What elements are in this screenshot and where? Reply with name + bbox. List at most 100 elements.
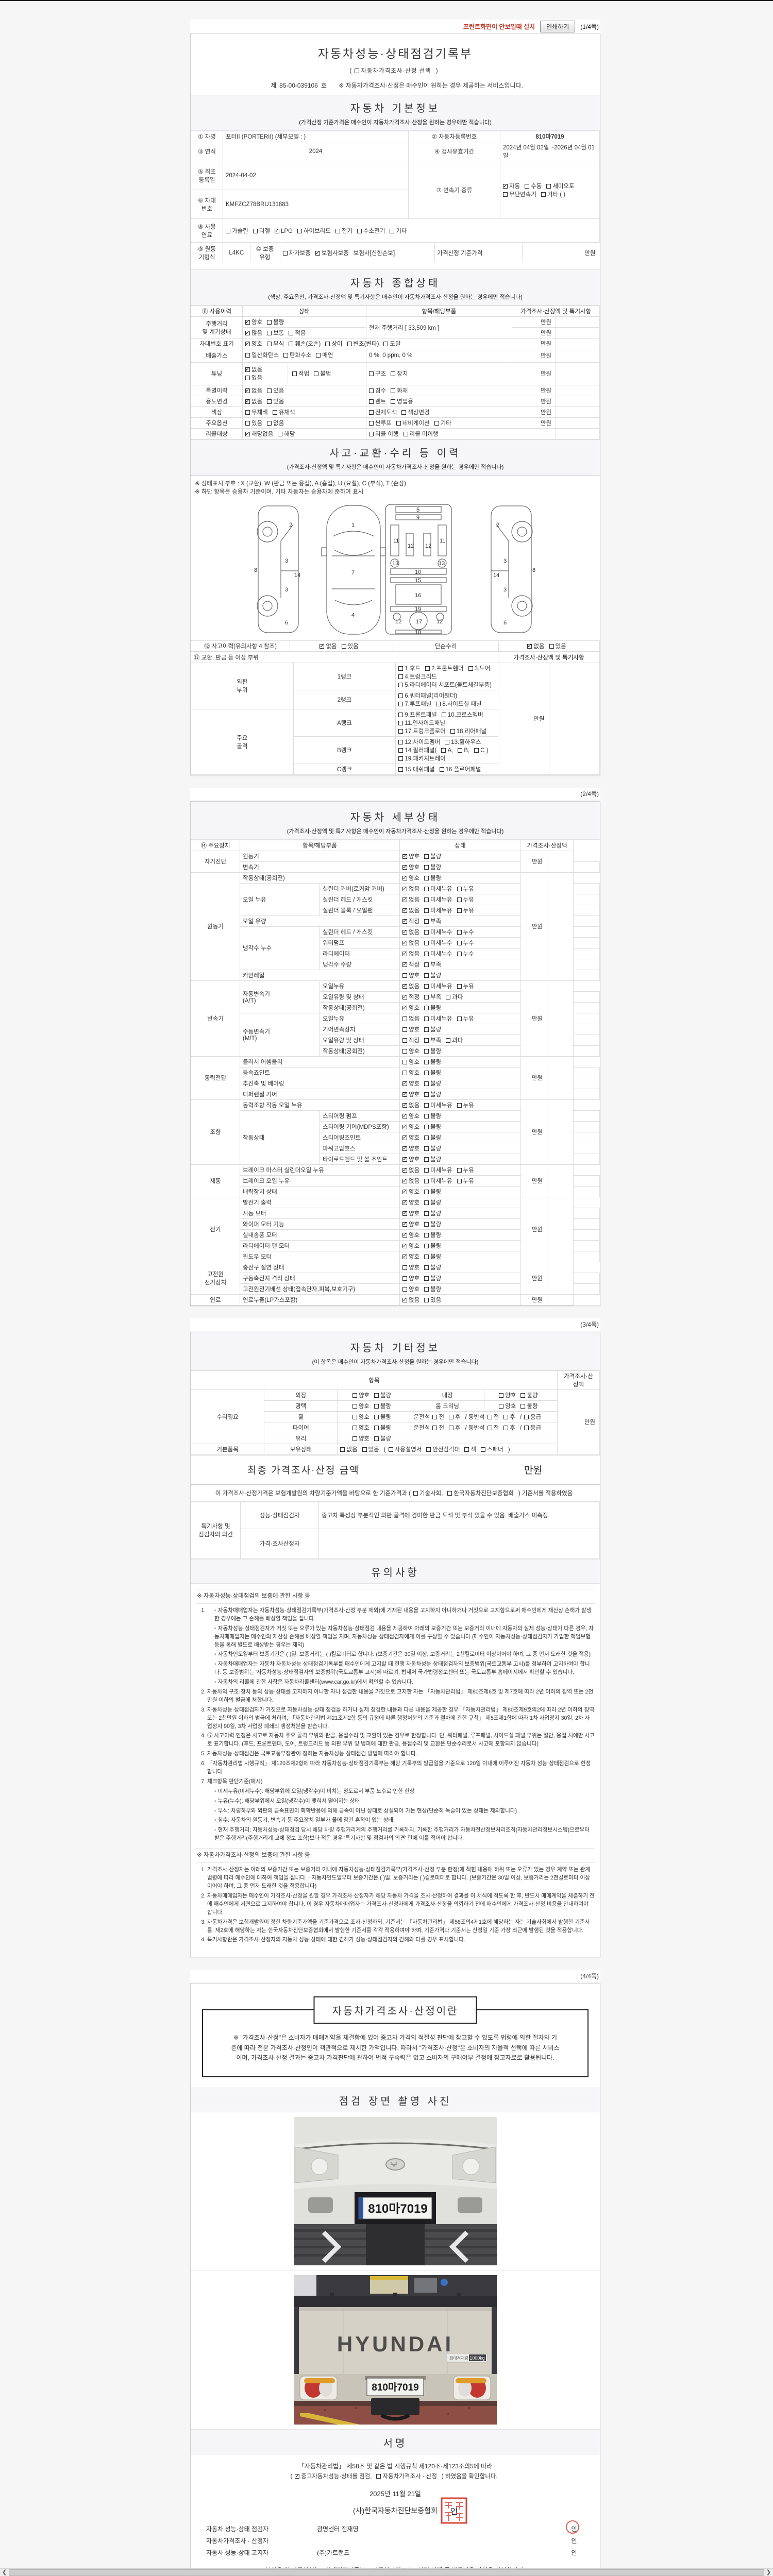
checkbox-checked-없음[interactable]: 없음	[245, 386, 262, 395]
checkbox-양호[interactable]: 양호	[402, 1263, 419, 1272]
checkbox-있음[interactable]: 있음	[341, 642, 359, 650]
checkbox-무채색[interactable]: 무채색	[245, 408, 268, 416]
checkbox-응급[interactable]: 응급	[524, 1413, 541, 1421]
checkbox-누수[interactable]: 누수	[457, 950, 474, 958]
checkbox-있음[interactable]: 있음	[267, 386, 284, 395]
checkbox-불량[interactable]: 불량	[424, 1155, 441, 1163]
checkbox-누수[interactable]: 누수	[457, 928, 474, 936]
checkbox-무단변속기[interactable]: 무단변속기	[503, 190, 536, 198]
checkbox-checked-자동[interactable]: 자동	[503, 182, 520, 190]
checkbox-리콜 이행[interactable]: 리콜 이행	[369, 430, 399, 438]
checkbox-9.프론트패널[interactable]: 9.프론트패널	[398, 710, 437, 719]
checkbox-수동[interactable]: 수동	[525, 182, 542, 190]
checkbox-불량[interactable]: 불량	[374, 1402, 391, 1410]
checkbox-checked-양호[interactable]: 양호	[402, 1209, 419, 1217]
checkbox-checked-없음[interactable]: 없음	[320, 642, 337, 650]
checkbox-checked-양호[interactable]: 양호	[402, 1144, 419, 1153]
checkbox-checked-양호[interactable]: 양호	[402, 1004, 419, 1012]
checkbox-세미오토[interactable]: 세미오토	[546, 182, 575, 190]
checkbox-후[interactable]: 후	[503, 1413, 515, 1421]
checkbox-누수[interactable]: 누수	[457, 939, 474, 947]
checkbox-후[interactable]: 후	[503, 1423, 515, 1432]
checkbox-checked-양호[interactable]: 양호	[245, 318, 262, 326]
checkbox-checked-LPG[interactable]: LPG	[274, 227, 293, 234]
checkbox-불량[interactable]: 불량	[520, 1402, 538, 1410]
checkbox-기타[interactable]: 기타	[434, 419, 451, 427]
checkbox-썬루프[interactable]: 썬루프	[369, 419, 392, 427]
checkbox-1.후드[interactable]: 1.후드	[398, 664, 421, 672]
checkbox-19.패키지트레이[interactable]: 19.패키지트레이	[398, 754, 446, 762]
checkbox-없음[interactable]: 없음	[402, 1014, 419, 1023]
checkbox-불량[interactable]: 불량	[424, 1079, 441, 1088]
checkbox-불량[interactable]: 불량	[424, 863, 441, 871]
checkbox-10.크로스멤버[interactable]: 10.크로스멤버	[441, 710, 483, 719]
checkbox-불량[interactable]: 불량	[520, 1391, 538, 1399]
checkbox-checked-양호[interactable]: 양호	[402, 1079, 419, 1088]
checkbox-일산화탄소[interactable]: 일산화탄소	[245, 350, 279, 361]
checkbox-있음[interactable]: 있음	[549, 642, 566, 650]
checkbox-자동차가격조사 · 산정[interactable]: 자동차가격조사 · 산정	[376, 2472, 437, 2480]
checkbox-checked-양호[interactable]: 양호	[402, 874, 419, 882]
checkbox-양호[interactable]: 양호	[402, 1047, 419, 1055]
print-install-notice[interactable]: 프린트화면이 안보일때 설치	[463, 23, 535, 30]
checkbox-14.필러패널([interactable]: 14.필러패널(	[398, 746, 436, 754]
checkbox-checked-양호[interactable]: 양호	[402, 852, 419, 860]
checkbox-checked-양호[interactable]: 양호	[402, 1123, 419, 1131]
checkbox-12.사이드멤버[interactable]: 12.사이드멤버	[398, 738, 440, 746]
checkbox-훼손(오손)[interactable]: 훼손(오손)	[289, 340, 321, 348]
scrollbar-thumb[interactable]	[9, 2569, 764, 2576]
checkbox-불량[interactable]: 불량	[424, 1025, 441, 1033]
checkbox-상이[interactable]: 상이	[325, 340, 343, 348]
checkbox-부족[interactable]: 부족	[424, 917, 441, 925]
checkbox-양호[interactable]: 양호	[352, 1423, 369, 1432]
checkbox-잭[interactable]: 잭	[464, 1445, 476, 1453]
checkbox-불량[interactable]: 불량	[424, 1144, 441, 1153]
checkbox-전[interactable]: 전	[432, 1413, 444, 1421]
checkbox-11.인사이드패널[interactable]: 11.인사이드패널	[398, 719, 445, 727]
checkbox-checked-없음[interactable]: 없음	[402, 982, 419, 990]
checkbox-불법[interactable]: 불법	[314, 369, 331, 378]
checkbox-불량[interactable]: 불량	[424, 1198, 441, 1207]
checkbox-구조[interactable]: 구조	[369, 369, 386, 378]
checkbox-checked-없음[interactable]: 없음	[402, 1177, 419, 1185]
checkbox-checked-없음[interactable]: 없음	[527, 642, 545, 650]
checkbox-checked-양호[interactable]: 양호	[402, 1112, 419, 1120]
checkbox-양호[interactable]: 양호	[402, 1069, 419, 1077]
checkbox-응급[interactable]: 응급	[524, 1423, 541, 1432]
checkbox-유채색[interactable]: 유채색	[272, 408, 295, 416]
checkbox-checked-없음[interactable]: 없음	[402, 1296, 419, 1304]
checkbox-적법[interactable]: 적법	[292, 369, 309, 378]
checkbox-B,[interactable]: B,	[458, 748, 469, 754]
checkbox-미세누유[interactable]: 미세누유	[424, 885, 452, 893]
scroll-right-arrow[interactable]: ❯	[766, 2569, 771, 2575]
checkbox-checked-양호[interactable]: 양호	[402, 1155, 419, 1163]
checkbox-양호[interactable]: 양호	[352, 1413, 369, 1421]
checkbox-누유[interactable]: 누유	[457, 885, 474, 893]
checkbox-불량[interactable]: 불량	[374, 1391, 391, 1399]
checkbox-6.쿼터패널(리어휀더)[interactable]: 6.쿼터패널(리어휀더)	[398, 691, 457, 700]
checkbox-사용설명서[interactable]: 사용설명서	[388, 1445, 422, 1453]
checkbox-미세누유[interactable]: 미세누유	[424, 1166, 452, 1174]
checkbox-미세누유[interactable]: 미세누유	[424, 1101, 452, 1109]
checkbox-불량[interactable]: 불량	[424, 1123, 441, 1131]
checkbox-있음[interactable]: 있음	[267, 397, 284, 405]
checkbox-17.트렁크플로어[interactable]: 17.트렁크플로어	[398, 727, 446, 735]
checkbox-불량[interactable]: 불량	[424, 1090, 441, 1098]
checkbox-자가보증[interactable]: 자가보증	[282, 249, 311, 257]
checkbox-checked-양호[interactable]: 양호	[402, 1090, 419, 1098]
checkbox-수소전기[interactable]: 수소전기	[357, 227, 385, 235]
checkbox-미세누유[interactable]: 미세누유	[424, 895, 452, 904]
checkbox-checked-없음[interactable]: 없음	[402, 1166, 419, 1174]
checkbox-전[interactable]: 전	[432, 1423, 444, 1432]
checkbox-checked-양호[interactable]: 양호	[402, 1220, 419, 1228]
checkbox-checked-적정[interactable]: 적정	[402, 917, 419, 925]
checkbox-불량[interactable]: 불량	[374, 1413, 391, 1421]
checkbox-불량[interactable]: 불량	[424, 971, 441, 979]
checkbox-checked-없음[interactable]: 없음	[402, 928, 419, 936]
checkbox-누유[interactable]: 누유	[457, 895, 474, 904]
checkbox-불량[interactable]: 불량	[424, 1274, 441, 1282]
checkbox-누유[interactable]: 누유	[457, 1177, 474, 1185]
checkbox-양호[interactable]: 양호	[352, 1402, 369, 1410]
checkbox-checked-적정[interactable]: 적정	[402, 993, 419, 1001]
checkbox-있음[interactable]: 있음	[245, 419, 262, 427]
